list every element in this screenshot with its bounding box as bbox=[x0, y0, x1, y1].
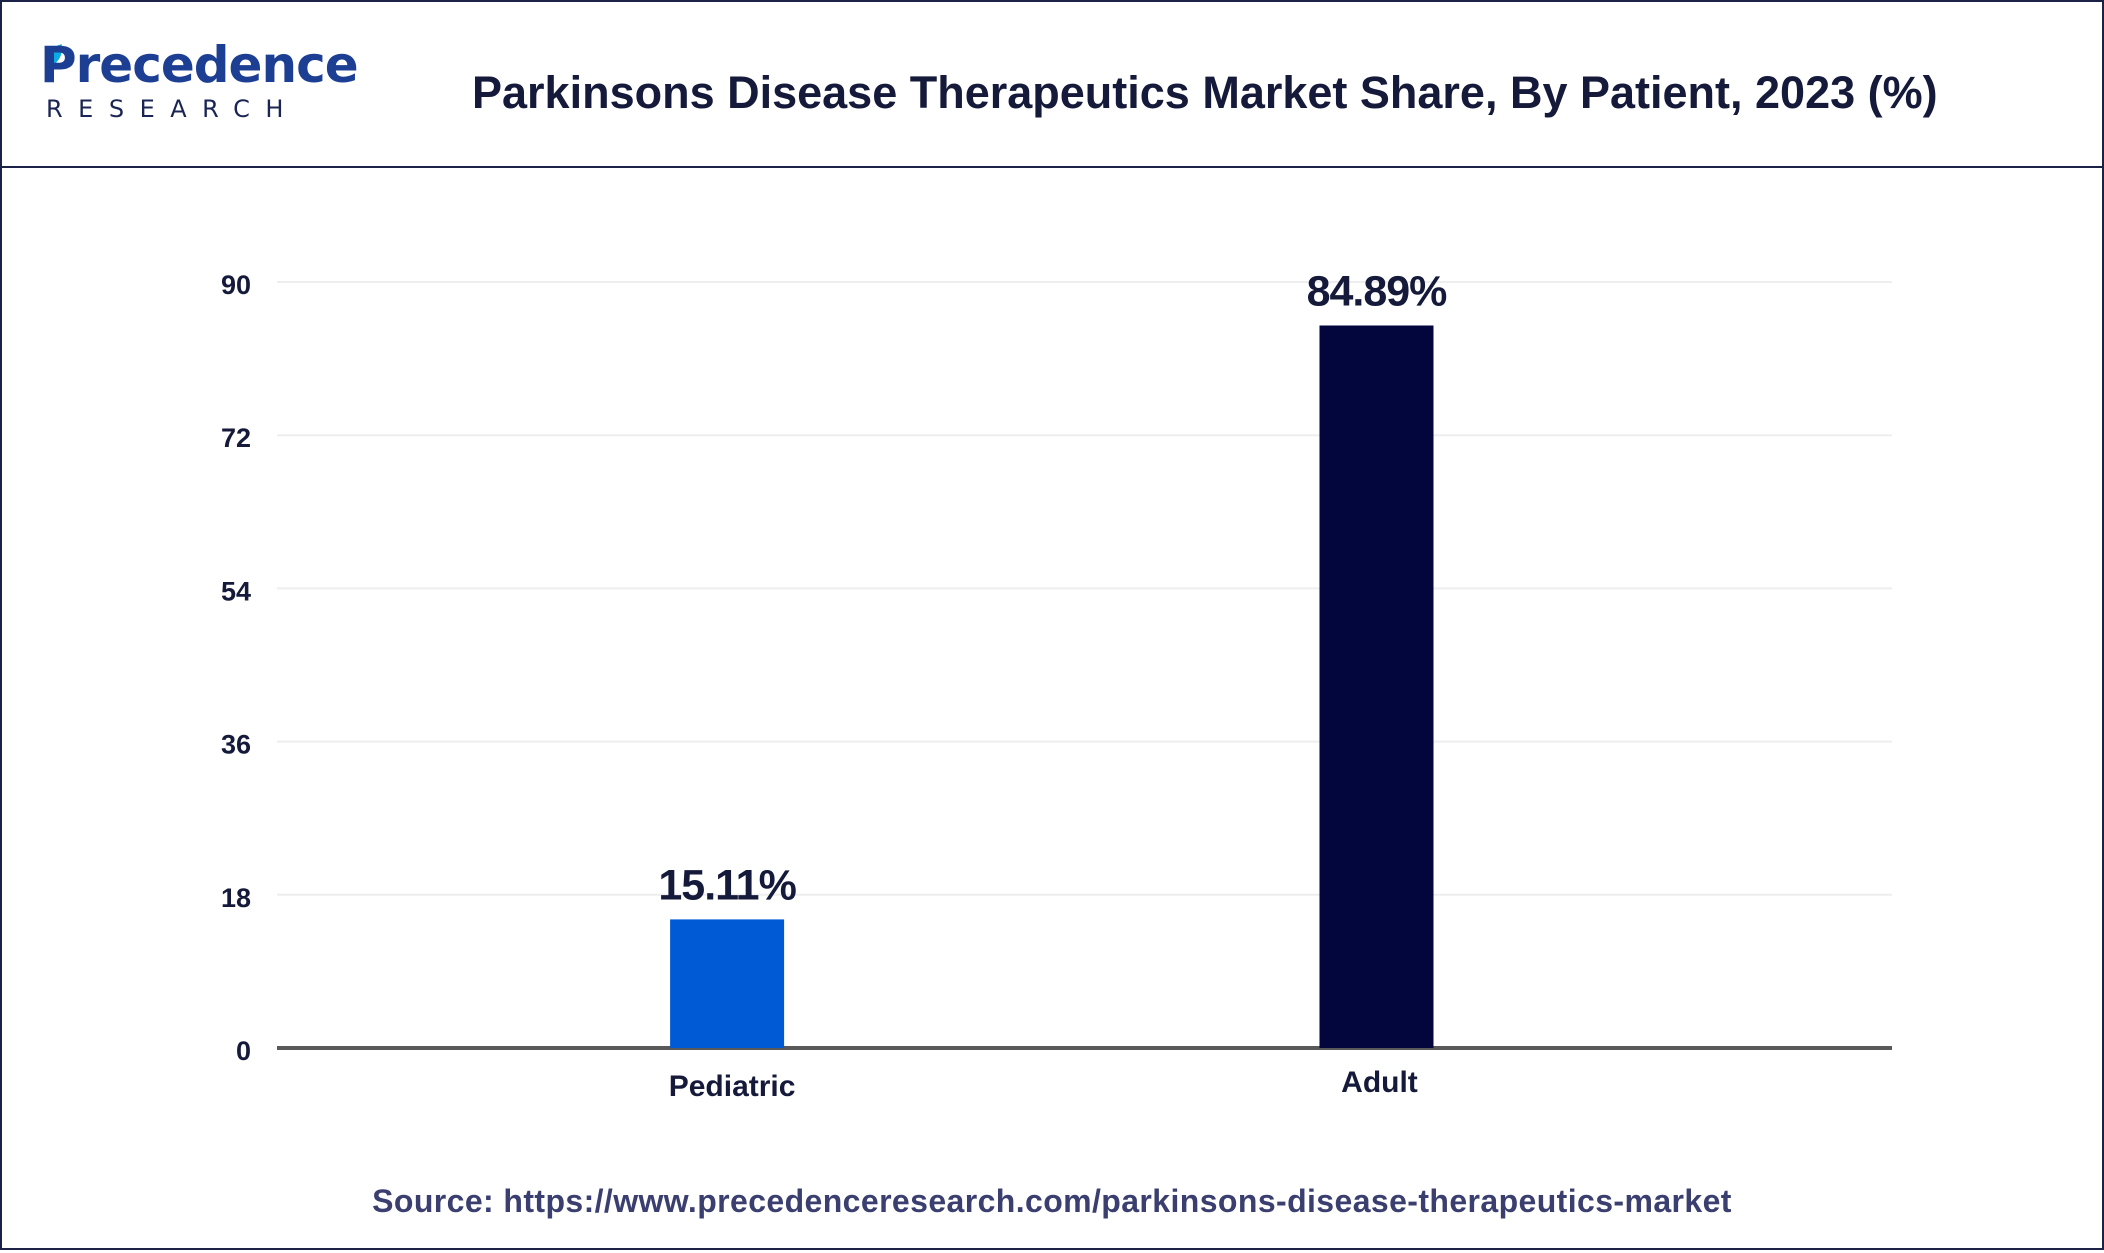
chart-area: 0 18 36 54 72 90 15.11% Pediatric 84.89% Adult bbox=[2, 168, 2102, 1248]
logo-brand: Precedence bbox=[40, 36, 359, 94]
bar-pediatric bbox=[670, 919, 785, 1048]
x-category-label: Adult bbox=[1341, 1066, 1418, 1099]
bar-chart: 0 18 36 54 72 90 15.11% Pediatric 84.89% Adult bbox=[2, 168, 2102, 1248]
chart-background bbox=[2, 168, 2102, 1248]
source-text: Source: https://www.precedenceresearch.c… bbox=[372, 1183, 1732, 1219]
logo-subtitle: RESEARCH bbox=[46, 95, 299, 123]
y-tick-label: 54 bbox=[221, 576, 251, 606]
y-tick-label: 72 bbox=[221, 423, 251, 453]
bar-adult bbox=[1319, 325, 1434, 1048]
data-label: 84.89% bbox=[1307, 267, 1448, 315]
y-tick-label: 36 bbox=[221, 730, 251, 760]
x-category-label: Pediatric bbox=[669, 1070, 796, 1103]
data-label: 15.11% bbox=[658, 861, 796, 909]
precedence-research-logo: Precedence RESEARCH bbox=[40, 40, 359, 130]
y-tick-label: 90 bbox=[221, 270, 251, 300]
chart-title: Parkinsons Disease Therapeutics Market S… bbox=[472, 67, 1938, 118]
y-tick-label: 0 bbox=[236, 1036, 251, 1066]
y-tick-label: 18 bbox=[221, 883, 251, 913]
header: Precedence RESEARCH Parkinsons Disease T… bbox=[2, 2, 2102, 168]
